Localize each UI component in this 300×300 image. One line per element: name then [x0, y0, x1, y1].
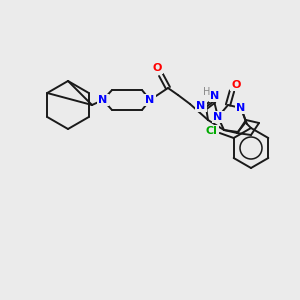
- Text: N: N: [236, 103, 246, 113]
- Text: O: O: [231, 80, 241, 90]
- Text: N: N: [196, 101, 206, 111]
- Text: N: N: [213, 112, 223, 122]
- Text: N: N: [98, 95, 108, 105]
- Text: Cl: Cl: [206, 126, 218, 136]
- Text: N: N: [210, 91, 220, 101]
- Text: N: N: [146, 95, 154, 105]
- Text: H: H: [203, 87, 211, 97]
- Text: O: O: [152, 63, 162, 73]
